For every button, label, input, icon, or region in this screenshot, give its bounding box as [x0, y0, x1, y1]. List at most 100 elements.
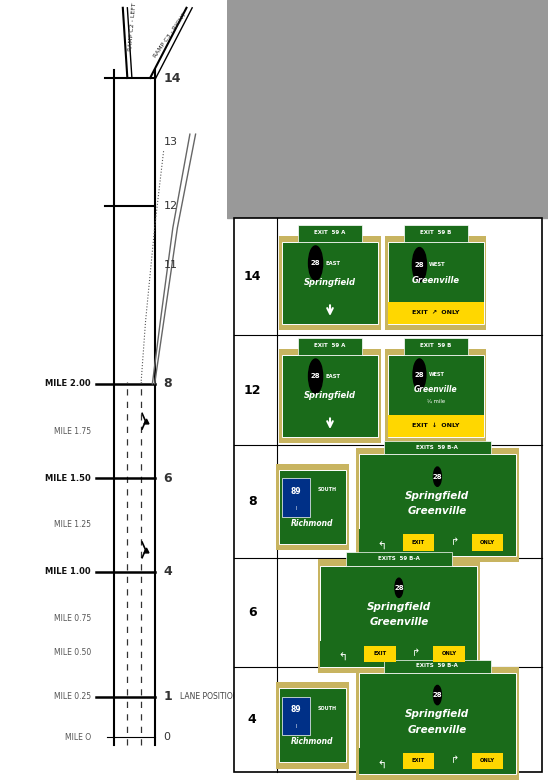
- Bar: [388, 242, 484, 324]
- Circle shape: [309, 246, 323, 280]
- Bar: [279, 236, 381, 330]
- Text: Greenville: Greenville: [414, 385, 458, 394]
- Text: RAMP C3 - RIGHT: RAMP C3 - RIGHT: [153, 12, 187, 58]
- Bar: [282, 478, 310, 516]
- Text: SOUTH: SOUTH: [318, 706, 337, 711]
- Text: 28: 28: [415, 262, 424, 268]
- Bar: [227, 0, 548, 218]
- Text: EXIT  59 A: EXIT 59 A: [315, 343, 346, 348]
- Text: EXITS  59 B-A: EXITS 59 B-A: [378, 555, 420, 561]
- Bar: [433, 646, 465, 662]
- Bar: [384, 441, 491, 454]
- Text: 14: 14: [243, 271, 261, 283]
- Text: ¼ mile: ¼ mile: [427, 399, 445, 404]
- Circle shape: [309, 359, 323, 393]
- Circle shape: [413, 359, 426, 390]
- Text: I: I: [295, 505, 297, 511]
- Circle shape: [433, 467, 441, 486]
- Text: MILE 0.50: MILE 0.50: [54, 648, 91, 658]
- Text: 28: 28: [415, 371, 424, 378]
- Text: Greenville: Greenville: [412, 276, 460, 285]
- Text: EXIT  59 B: EXIT 59 B: [420, 343, 452, 348]
- Text: EXIT  59 A: EXIT 59 A: [315, 230, 346, 235]
- Bar: [298, 338, 362, 355]
- Text: ↱: ↱: [412, 648, 420, 658]
- Text: LANE POSITION: LANE POSITION: [180, 692, 238, 701]
- Bar: [359, 454, 516, 555]
- Bar: [279, 689, 346, 763]
- Bar: [321, 566, 477, 667]
- Bar: [359, 748, 516, 774]
- Text: ↱: ↱: [450, 537, 459, 547]
- Text: ↱: ↱: [450, 756, 459, 765]
- Text: I: I: [295, 724, 297, 729]
- Text: MILE O: MILE O: [65, 732, 91, 742]
- Bar: [276, 682, 349, 769]
- Text: 28: 28: [394, 585, 404, 590]
- Bar: [388, 415, 484, 437]
- Circle shape: [395, 578, 403, 597]
- Text: 11: 11: [164, 261, 178, 270]
- Text: 8: 8: [248, 495, 256, 508]
- Text: ONLY: ONLY: [480, 758, 495, 764]
- Bar: [403, 753, 434, 769]
- Text: EXIT: EXIT: [412, 758, 425, 764]
- Bar: [388, 355, 484, 437]
- Bar: [282, 355, 378, 437]
- Bar: [318, 559, 480, 673]
- Text: Greenville: Greenville: [408, 725, 467, 735]
- Bar: [356, 666, 518, 780]
- Text: 28: 28: [311, 373, 321, 379]
- Text: ONLY: ONLY: [442, 651, 457, 656]
- Text: Richmond: Richmond: [291, 519, 334, 528]
- Text: EXITS  59 B-A: EXITS 59 B-A: [416, 445, 458, 449]
- Bar: [234, 218, 541, 772]
- Text: EXIT  ↓  ONLY: EXIT ↓ ONLY: [412, 424, 460, 428]
- Text: EAST: EAST: [325, 374, 340, 379]
- Text: MILE 1.25: MILE 1.25: [54, 520, 91, 530]
- Bar: [346, 552, 452, 566]
- Bar: [404, 338, 468, 355]
- Text: 4: 4: [248, 713, 256, 726]
- Text: EAST: EAST: [325, 261, 340, 266]
- Bar: [388, 302, 484, 324]
- Text: MILE 1.75: MILE 1.75: [54, 427, 91, 436]
- Text: EXIT: EXIT: [374, 651, 387, 656]
- Bar: [385, 349, 487, 443]
- Text: Springfield: Springfield: [406, 709, 470, 719]
- Bar: [404, 225, 468, 242]
- Text: Springfield: Springfield: [304, 278, 356, 287]
- Text: 89: 89: [291, 487, 301, 496]
- Bar: [279, 349, 381, 443]
- Text: Greenville: Greenville: [369, 617, 429, 627]
- Bar: [279, 470, 346, 544]
- Text: 28: 28: [432, 473, 442, 480]
- Bar: [282, 242, 378, 324]
- Text: ↳: ↳: [373, 756, 383, 765]
- Text: 12: 12: [243, 384, 261, 396]
- Text: EXIT: EXIT: [412, 540, 425, 545]
- Bar: [472, 534, 504, 551]
- Text: Springfield: Springfield: [367, 602, 431, 612]
- Text: 28: 28: [432, 692, 442, 698]
- Text: Richmond: Richmond: [291, 737, 334, 746]
- Text: 28: 28: [311, 260, 321, 266]
- Text: Springfield: Springfield: [304, 392, 356, 400]
- Text: Greenville: Greenville: [408, 506, 467, 516]
- Bar: [359, 672, 516, 774]
- Bar: [276, 463, 349, 551]
- Text: MILE 0.25: MILE 0.25: [54, 692, 91, 701]
- Text: 0: 0: [164, 732, 171, 742]
- Text: 6: 6: [248, 606, 256, 619]
- Text: Springfield: Springfield: [406, 491, 470, 501]
- Text: 1: 1: [164, 690, 173, 703]
- Text: RAMP C2 - LEFT: RAMP C2 - LEFT: [128, 2, 138, 51]
- Bar: [472, 753, 504, 769]
- Text: 14: 14: [164, 72, 181, 84]
- Bar: [359, 530, 516, 555]
- Bar: [356, 448, 518, 562]
- Text: SOUTH: SOUTH: [318, 488, 337, 492]
- Text: EXITS  59 B-A: EXITS 59 B-A: [416, 663, 458, 668]
- Text: 4: 4: [164, 566, 173, 578]
- Bar: [321, 640, 477, 667]
